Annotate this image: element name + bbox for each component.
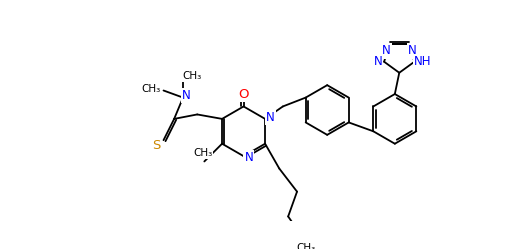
Text: N: N xyxy=(373,55,382,68)
Text: S: S xyxy=(152,139,161,152)
Text: N: N xyxy=(266,111,275,124)
Text: N: N xyxy=(245,151,253,164)
Text: NH: NH xyxy=(414,55,431,68)
Text: N: N xyxy=(408,45,417,58)
Text: CH₃: CH₃ xyxy=(141,84,161,94)
Text: O: O xyxy=(238,88,249,101)
Text: CH₃: CH₃ xyxy=(182,71,202,81)
Text: CH₃: CH₃ xyxy=(193,148,212,158)
Text: N: N xyxy=(382,45,391,58)
Text: N: N xyxy=(182,89,191,102)
Text: CH₃: CH₃ xyxy=(296,243,315,249)
